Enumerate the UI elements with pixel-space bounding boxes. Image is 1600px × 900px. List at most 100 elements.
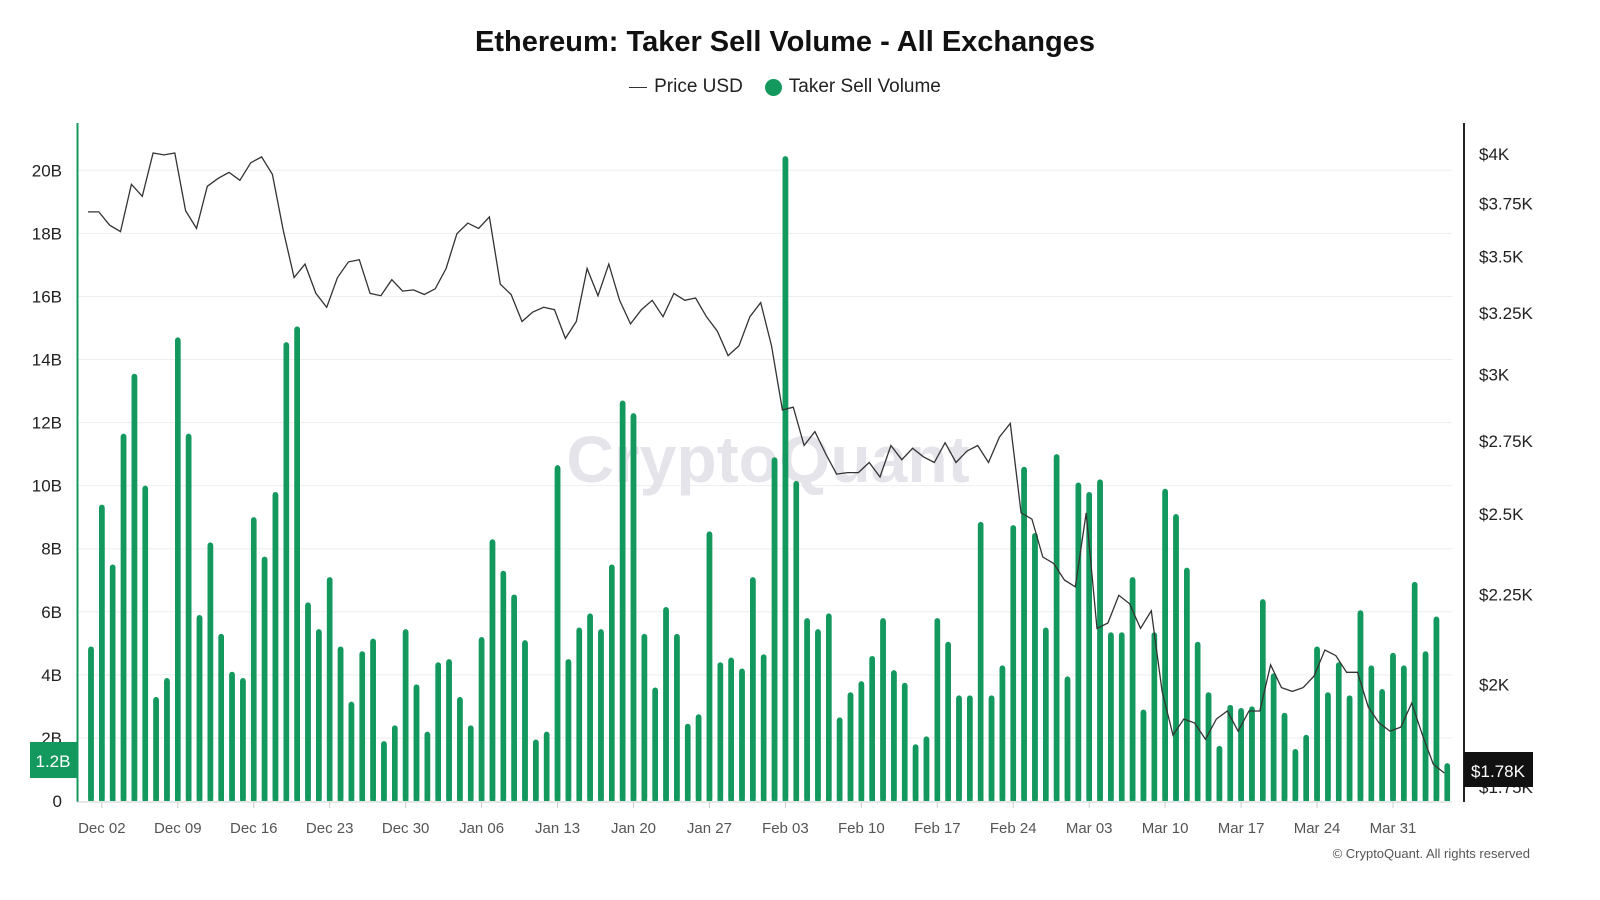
current-price-label: $1.78K: [1471, 762, 1526, 781]
volume-bar-body: [847, 695, 854, 801]
volume-bar-body: [782, 159, 789, 801]
x-tick-label: Feb 24: [990, 820, 1037, 837]
y-right-tick-label: $3.75K: [1479, 194, 1534, 213]
volume-bar-body: [1205, 695, 1212, 801]
volume-bar-body: [1086, 494, 1092, 801]
y-left-tick-label: 0: [53, 792, 62, 811]
volume-bar-body: [771, 460, 778, 801]
y-right-tick-label: $2K: [1479, 676, 1510, 695]
volume-bar-body: [609, 567, 615, 801]
volume-bar-body: [1216, 748, 1223, 801]
volume-bar-body: [1368, 668, 1375, 801]
volume-bar-body: [522, 643, 528, 801]
y-right-tick-label: $2.25K: [1479, 586, 1534, 605]
volume-bar-body: [684, 726, 691, 801]
volume-bar-body: [478, 640, 485, 801]
volume-bar-body: [1140, 712, 1147, 801]
volume-bar-body: [1292, 751, 1299, 801]
volume-bar-body: [381, 744, 387, 801]
volume-bar-body: [1238, 710, 1244, 801]
volume-bar-body: [652, 690, 658, 801]
volume-bar-body: [587, 616, 593, 801]
volume-bar-body: [934, 621, 941, 801]
volume-bar-body: [1422, 654, 1429, 801]
volume-bar-body: [977, 524, 984, 801]
volume-bar-body: [619, 403, 626, 801]
volume-bar-body: [326, 580, 333, 801]
volume-bar-body: [695, 717, 702, 801]
y-left-tick-label: 12B: [32, 414, 62, 433]
volume-bar-body: [1401, 668, 1407, 801]
y-left-tick-label: 4B: [41, 666, 62, 685]
volume-bar-body: [663, 610, 669, 801]
legend: Price USD Taker Sell Volume: [0, 76, 1570, 98]
x-tick-label: Mar 31: [1370, 820, 1417, 837]
volume-bar-body: [956, 698, 962, 801]
volume-bar-body: [923, 739, 930, 801]
volume-bar-body: [1173, 517, 1179, 801]
volume-bar-body: [967, 698, 973, 801]
watermark: CryptoQuant: [566, 422, 969, 496]
volume-bar-body: [543, 734, 550, 801]
volume-bar-body: [858, 684, 865, 801]
volume-bar-body: [1390, 655, 1396, 801]
legend-label-price: Price USD: [654, 76, 743, 97]
volume-bar-body: [489, 542, 496, 801]
volume-bar-body: [1053, 457, 1060, 801]
volume-bar-body: [565, 662, 572, 801]
volume-bar-body: [1379, 692, 1385, 801]
volume-bar-body: [793, 483, 800, 801]
legend-label-volume: Taker Sell Volume: [788, 76, 941, 97]
x-tick-label: Mar 03: [1066, 820, 1113, 837]
volume-bar-body: [1097, 482, 1103, 801]
x-tick-label: Dec 23: [306, 820, 354, 837]
volume-bar-body: [175, 340, 181, 801]
legend-item-price[interactable]: Price USD: [629, 76, 743, 98]
y-right-tick-label: $2.5K: [1479, 505, 1524, 524]
legend-item-volume[interactable]: Taker Sell Volume: [764, 76, 941, 98]
volume-bar-body: [1444, 766, 1451, 801]
y-right-tick-label: $2.75K: [1479, 432, 1534, 451]
volume-bar-body: [1118, 635, 1125, 801]
volume-bar-body: [272, 494, 279, 801]
volume-bar-body: [435, 665, 441, 801]
volume-bar-body: [598, 632, 604, 801]
volume-bar-body: [1108, 635, 1114, 801]
x-tick-label: Dec 02: [78, 820, 126, 837]
volume-bar-body: [1162, 491, 1168, 801]
volume-bar-body: [804, 621, 810, 801]
volume-bar-body: [185, 436, 192, 801]
volume-bar-body: [120, 436, 127, 801]
volume-bar-body: [467, 728, 474, 801]
price-line: [88, 152, 1445, 774]
volume-bar-body: [457, 699, 463, 801]
volume-bar-body: [826, 616, 832, 801]
volume-bar-body: [240, 681, 246, 801]
dot-swatch-icon: [764, 78, 782, 96]
volume-bar-body: [1260, 602, 1266, 801]
y-left-tick-label: 10B: [32, 477, 62, 496]
volume-bar-body: [402, 632, 409, 801]
volume-bar-body: [880, 621, 886, 801]
volume-bar-body: [750, 580, 756, 801]
volume-bar-body: [348, 704, 355, 801]
volume-bar-body: [760, 657, 767, 801]
volume-bar-body: [99, 507, 105, 801]
volume-bar-body: [869, 658, 875, 801]
volume-bar-body: [88, 649, 94, 801]
volume-bar-body: [196, 617, 203, 801]
x-tick-label: Jan 13: [535, 820, 580, 837]
x-tick-label: Dec 16: [230, 820, 278, 837]
volume-bar-body: [1411, 584, 1418, 801]
volume-bar-body: [1281, 715, 1288, 801]
volume-bar-body: [815, 632, 821, 801]
y-left-tick-label: 8B: [41, 540, 62, 559]
volume-bar-body: [901, 685, 908, 801]
volume-bar-body: [988, 698, 995, 801]
volume-bar-body: [1346, 698, 1353, 801]
volume-bar-body: [207, 545, 214, 801]
volume-bar-body: [164, 681, 170, 801]
volume-bar-body: [1184, 570, 1190, 801]
volume-bar-body: [554, 468, 561, 801]
volume-bar-body: [728, 660, 734, 801]
